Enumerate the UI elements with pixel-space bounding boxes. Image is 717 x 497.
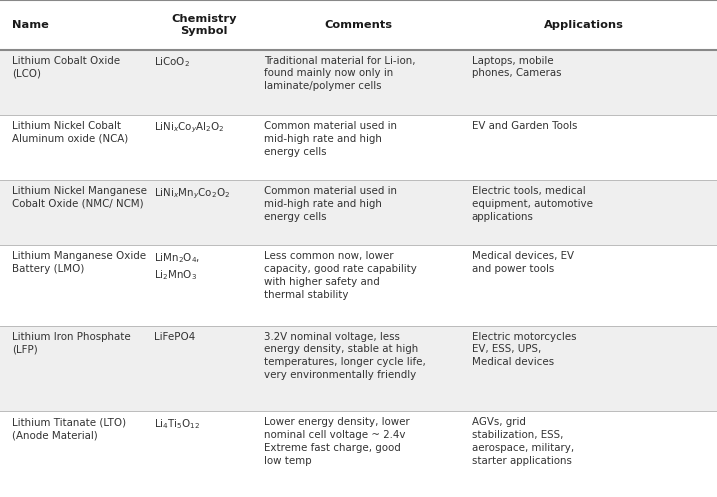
Text: Traditional material for Li-ion,
found mainly now only in
laminate/polymer cells: Traditional material for Li-ion, found m…: [264, 56, 415, 91]
Text: Chemistry
Symbol: Chemistry Symbol: [171, 13, 237, 36]
Text: Electric tools, medical
equipment, automotive
applications: Electric tools, medical equipment, autom…: [472, 186, 593, 222]
Text: Lower energy density, lower
nominal cell voltage ~ 2.4v
Extreme fast charge, goo: Lower energy density, lower nominal cell…: [264, 417, 409, 466]
Bar: [0, 412, 717, 497]
Bar: [0, 180, 717, 246]
Text: Lithium Nickel Cobalt
Aluminum oxide (NCA): Lithium Nickel Cobalt Aluminum oxide (NC…: [12, 121, 128, 144]
Text: Name: Name: [12, 20, 49, 30]
Text: EV and Garden Tools: EV and Garden Tools: [472, 121, 577, 131]
Text: Comments: Comments: [325, 20, 392, 30]
Bar: [0, 246, 717, 326]
Text: Lithium Titanate (LTO)
(Anode Material): Lithium Titanate (LTO) (Anode Material): [12, 417, 126, 440]
Text: LiFePO4: LiFePO4: [154, 331, 196, 341]
Bar: [0, 50, 717, 115]
Text: Applications: Applications: [543, 20, 624, 30]
Text: Lithium Iron Phosphate
(LFP): Lithium Iron Phosphate (LFP): [12, 331, 131, 354]
Text: Less common now, lower
capacity, good rate capability
with higher safety and
the: Less common now, lower capacity, good ra…: [264, 251, 417, 300]
Bar: [0, 0, 717, 50]
Text: LiNi$_x$Co$_y$Al$_2$O$_2$: LiNi$_x$Co$_y$Al$_2$O$_2$: [154, 121, 225, 135]
Bar: [0, 115, 717, 180]
Text: Common material used in
mid-high rate and high
energy cells: Common material used in mid-high rate an…: [264, 186, 397, 222]
Text: LiMn$_2$O$_4$,
Li$_2$MnO$_3$: LiMn$_2$O$_4$, Li$_2$MnO$_3$: [154, 251, 200, 282]
Text: LiNi$_x$Mn$_y$Co$_2$O$_2$: LiNi$_x$Mn$_y$Co$_2$O$_2$: [154, 186, 230, 201]
Text: Medical devices, EV
and power tools: Medical devices, EV and power tools: [472, 251, 574, 274]
Text: LiCoO$_2$: LiCoO$_2$: [154, 56, 190, 70]
Bar: [0, 326, 717, 412]
Text: Common material used in
mid-high rate and high
energy cells: Common material used in mid-high rate an…: [264, 121, 397, 157]
Text: Laptops, mobile
phones, Cameras: Laptops, mobile phones, Cameras: [472, 56, 561, 79]
Text: Lithium Cobalt Oxide
(LCO): Lithium Cobalt Oxide (LCO): [12, 56, 120, 79]
Text: AGVs, grid
stabilization, ESS,
aerospace, military,
starter applications: AGVs, grid stabilization, ESS, aerospace…: [472, 417, 574, 466]
Text: Lithium Manganese Oxide
Battery (LMO): Lithium Manganese Oxide Battery (LMO): [12, 251, 146, 274]
Text: 3.2V nominal voltage, less
energy density, stable at high
temperatures, longer c: 3.2V nominal voltage, less energy densit…: [264, 331, 426, 380]
Text: Electric motorcycles
EV, ESS, UPS,
Medical devices: Electric motorcycles EV, ESS, UPS, Medic…: [472, 331, 576, 367]
Text: Lithium Nickel Manganese
Cobalt Oxide (NMC/ NCM): Lithium Nickel Manganese Cobalt Oxide (N…: [12, 186, 147, 209]
Text: Li$_4$Ti$_5$O$_{12}$: Li$_4$Ti$_5$O$_{12}$: [154, 417, 200, 431]
